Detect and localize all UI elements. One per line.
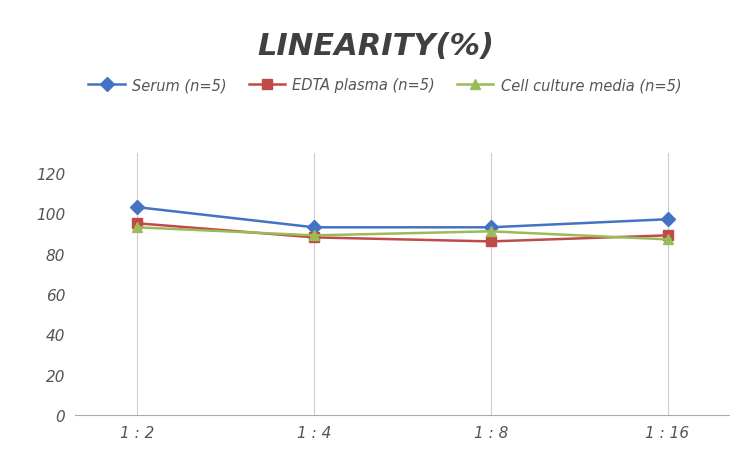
Legend: Serum (n=5), EDTA plasma (n=5), Cell culture media (n=5): Serum (n=5), EDTA plasma (n=5), Cell cul… <box>83 72 687 99</box>
EDTA plasma (n=5) <box>663 233 672 239</box>
Cell culture media (n=5) <box>663 237 672 243</box>
Cell culture media (n=5) <box>132 225 141 230</box>
Serum (n=5) <box>132 205 141 210</box>
EDTA plasma (n=5) <box>487 239 496 244</box>
EDTA plasma (n=5) <box>309 235 318 240</box>
EDTA plasma (n=5) <box>132 221 141 226</box>
Serum (n=5) <box>309 225 318 230</box>
Serum (n=5) <box>487 225 496 230</box>
Cell culture media (n=5) <box>487 229 496 235</box>
Cell culture media (n=5) <box>309 233 318 239</box>
Line: Serum (n=5): Serum (n=5) <box>132 203 672 233</box>
Line: EDTA plasma (n=5): EDTA plasma (n=5) <box>132 219 672 247</box>
Text: LINEARITY(%): LINEARITY(%) <box>257 32 495 60</box>
Serum (n=5) <box>663 217 672 222</box>
Line: Cell culture media (n=5): Cell culture media (n=5) <box>132 223 672 245</box>
